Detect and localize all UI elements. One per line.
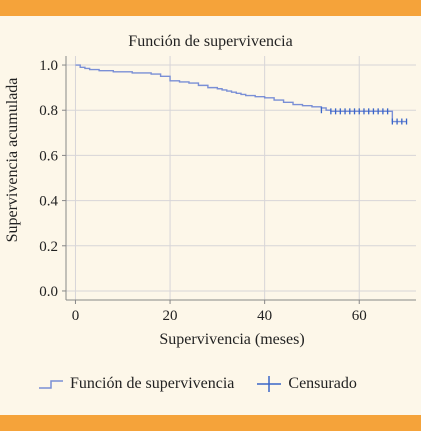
chart-title: Función de supervivencia [128,33,293,50]
x-tick-label: 20 [163,308,178,324]
y-tick-label: 0.0 [39,284,58,300]
y-tick-label: 0.6 [39,148,58,164]
legend-label-survival: Función de supervivencia [70,375,235,392]
legend-item-censored: Censurado [256,375,357,393]
survival-step-line [75,64,407,123]
x-axis-label: Supervivencia (meses) [159,331,305,348]
y-tick-label: 0.2 [39,239,58,255]
legend: Función de supervivencia Censurado [38,375,379,393]
y-tick-label: 1.0 [39,58,58,74]
step-line-icon [39,380,63,389]
legend-label-censored: Censurado [288,375,357,392]
bottom-accent-band [0,415,421,431]
legend-item-survival: Función de supervivencia [38,375,234,393]
y-tick-label: 0.8 [39,103,58,119]
top-accent-band [0,0,421,16]
y-tick-label: 0.4 [39,194,58,210]
x-tick-label: 0 [72,308,80,324]
x-tick-label: 60 [352,308,367,324]
censor-cross-icon [257,376,282,392]
plot-area [66,56,416,300]
y-axis-label: Supervivencia acumulada [4,77,21,243]
x-tick-label: 40 [257,308,272,324]
